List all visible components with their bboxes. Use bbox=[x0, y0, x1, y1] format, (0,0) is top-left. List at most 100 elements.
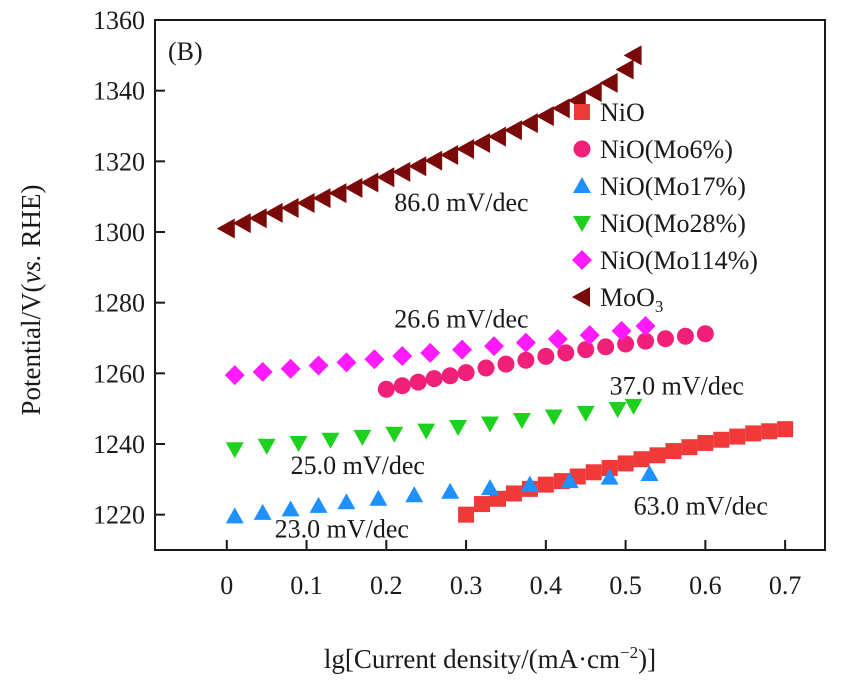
legend-label-text: NiO(Mo28%) bbox=[600, 209, 746, 238]
data-point bbox=[583, 82, 602, 103]
data-point bbox=[253, 503, 272, 520]
legend-label: NiO(Mo114%) bbox=[600, 246, 758, 275]
data-point bbox=[515, 332, 536, 353]
data-point bbox=[696, 325, 714, 343]
slope-annotation: 63.0 mV/dec bbox=[634, 492, 768, 521]
legend-marker bbox=[573, 216, 591, 232]
data-point bbox=[537, 347, 555, 365]
data-point bbox=[676, 327, 694, 345]
data-point bbox=[353, 429, 372, 446]
data-point bbox=[252, 361, 273, 382]
data-point bbox=[280, 358, 301, 379]
data-point bbox=[597, 338, 615, 356]
data-point bbox=[456, 138, 475, 159]
data-point bbox=[483, 336, 504, 357]
data-point bbox=[637, 332, 655, 350]
data-point bbox=[296, 193, 315, 214]
x-tick-label: 0.7 bbox=[769, 571, 802, 600]
x-axis-title-main: lg[Current density/(mA·cm bbox=[324, 644, 620, 674]
legend-label: NiO(Mo6%) bbox=[600, 135, 733, 164]
data-point bbox=[409, 373, 427, 391]
series-4 bbox=[224, 315, 656, 386]
data-point bbox=[481, 479, 499, 496]
data-point bbox=[392, 346, 413, 367]
y-axis-title-pre: Potential/V( bbox=[16, 284, 46, 416]
data-point bbox=[248, 208, 267, 229]
data-point bbox=[424, 150, 443, 171]
data-point bbox=[376, 167, 395, 188]
x-tick-label: 0.4 bbox=[530, 571, 563, 600]
data-point bbox=[336, 352, 357, 373]
y-tick-label: 1360 bbox=[93, 6, 145, 35]
legend-marker bbox=[573, 140, 591, 158]
y-axis-title-post: RHE) bbox=[16, 185, 46, 255]
data-point bbox=[761, 423, 778, 440]
data-point bbox=[713, 431, 730, 448]
data-point bbox=[344, 177, 363, 198]
data-point bbox=[312, 188, 331, 209]
data-point bbox=[392, 161, 411, 182]
data-point bbox=[656, 330, 674, 348]
legend-marker bbox=[572, 287, 590, 307]
legend-marker bbox=[574, 104, 590, 120]
data-point bbox=[624, 398, 643, 415]
legend-label: NiO(Mo17%) bbox=[600, 172, 746, 201]
data-point bbox=[585, 464, 602, 481]
y-tick-label: 1260 bbox=[93, 359, 145, 388]
data-point bbox=[337, 493, 356, 510]
data-point bbox=[617, 455, 634, 472]
y-tick-label: 1340 bbox=[93, 77, 145, 106]
legend-label-text: NiO(Mo114%) bbox=[600, 246, 758, 275]
legend-label-text: MoO bbox=[600, 283, 655, 312]
data-point bbox=[600, 468, 619, 485]
data-point bbox=[623, 45, 642, 66]
data-point bbox=[360, 172, 379, 193]
data-point bbox=[615, 59, 634, 80]
data-point bbox=[474, 496, 491, 513]
legend-label-text: NiO(Mo6%) bbox=[600, 135, 733, 164]
data-point bbox=[608, 402, 627, 419]
panel-label: (B) bbox=[168, 37, 203, 66]
data-point bbox=[635, 315, 656, 336]
data-point bbox=[649, 447, 666, 464]
x-tick-label: 0.1 bbox=[290, 571, 323, 600]
data-point bbox=[449, 420, 468, 437]
y-tick-label: 1220 bbox=[93, 501, 145, 530]
x-axis: 0 0.1 0.2 0.3 0.4 0.5 0.6 0.7 bbox=[220, 540, 801, 600]
data-point bbox=[257, 438, 276, 455]
data-point bbox=[497, 355, 515, 373]
legend-label-text: NiO(Mo17%) bbox=[600, 172, 746, 201]
data-point bbox=[633, 451, 650, 468]
data-point bbox=[393, 377, 411, 395]
y-tick-label: 1240 bbox=[93, 430, 145, 459]
x-axis-title-end: )] bbox=[638, 644, 656, 674]
data-point bbox=[547, 329, 568, 350]
data-point bbox=[477, 359, 495, 377]
data-point bbox=[308, 355, 329, 376]
data-point bbox=[225, 507, 244, 524]
data-point bbox=[551, 98, 570, 119]
data-point bbox=[280, 197, 299, 218]
data-point bbox=[535, 106, 554, 127]
y-axis-title: Potential/V(vs. RHE) bbox=[16, 185, 46, 416]
data-point bbox=[224, 365, 245, 386]
annotations: 86.0 mV/dec 26.6 mV/dec 37.0 mV/dec 25.0 mV… bbox=[275, 188, 768, 544]
data-point bbox=[519, 113, 538, 134]
slope-annotation: 37.0 mV/dec bbox=[610, 372, 744, 401]
data-point bbox=[640, 465, 659, 482]
y-tick-label: 1280 bbox=[93, 289, 145, 318]
legend: NiO NiO(Mo6%) NiO(Mo17%) NiO(Mo28%) NiO(Mo11… bbox=[572, 98, 758, 316]
legend-label-subscript: 3 bbox=[655, 297, 664, 316]
slope-annotation: 86.0 mV/dec bbox=[394, 188, 528, 217]
data-point bbox=[745, 425, 762, 442]
data-point bbox=[487, 126, 506, 147]
data-point bbox=[321, 432, 340, 449]
series-2 bbox=[225, 465, 659, 524]
data-point bbox=[441, 367, 459, 385]
data-point bbox=[232, 213, 251, 234]
data-point bbox=[216, 218, 235, 239]
data-point bbox=[264, 202, 283, 223]
legend-label: MoO3 bbox=[600, 283, 663, 316]
slope-annotation: 25.0 mV/dec bbox=[291, 451, 425, 480]
x-axis-title: lg[Current density/(mA·cm−2)] bbox=[324, 643, 656, 674]
